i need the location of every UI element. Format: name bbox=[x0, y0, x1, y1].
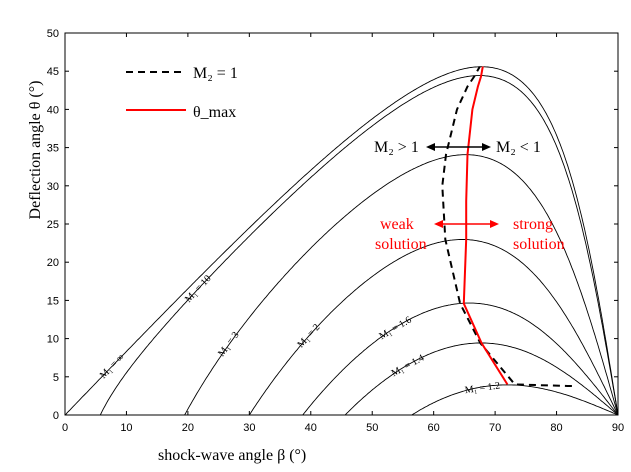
y-tick-label: 0 bbox=[53, 410, 59, 422]
x-tick-label: 0 bbox=[62, 422, 68, 434]
x-tick-label: 40 bbox=[305, 422, 317, 434]
x-tick-label: 60 bbox=[428, 422, 440, 434]
legend-label-theta-max: θ_max bbox=[193, 104, 236, 121]
y-ticks: 0 5 10 15 20 25 30 35 40 45 50 bbox=[47, 28, 618, 422]
y-tick-label: 25 bbox=[47, 219, 59, 231]
mach-curve bbox=[302, 302, 618, 416]
x-axis-label: shock-wave angle β (°) bbox=[158, 447, 306, 464]
x-tick-label: 20 bbox=[182, 422, 194, 434]
curve-labels: M₁ = 1.2 M₁ = 1.4 M₁ = 1.6 M₁ = 2 M₁ = 3 M₁ =… bbox=[98, 273, 501, 396]
annotations: M₂ > 1 M₂ < 1 weak solution strong solut… bbox=[374, 139, 565, 253]
annotation-m2-greater: M₂ > 1 bbox=[374, 139, 419, 156]
annotation-weak: weak bbox=[380, 216, 414, 233]
y-tick-label: 50 bbox=[47, 28, 59, 40]
curve-label: M₁ = 1.2 bbox=[464, 380, 501, 396]
curve-label: M₁ = ∞ bbox=[98, 352, 127, 381]
x-tick-label: 10 bbox=[120, 422, 132, 434]
y-tick-label: 20 bbox=[47, 257, 59, 269]
arrow-weak-head bbox=[434, 220, 443, 228]
y-tick-label: 10 bbox=[47, 334, 59, 346]
annotation-strong-solution: solution bbox=[513, 236, 565, 253]
x-ticks: 0 10 20 30 40 50 60 70 80 90 bbox=[62, 33, 624, 434]
mach-curve bbox=[184, 154, 619, 416]
y-axis-label: Deflection angle θ (°) bbox=[27, 81, 44, 220]
mach-curve bbox=[65, 66, 618, 416]
annotation-weak-solution: solution bbox=[375, 236, 427, 253]
sonic-line bbox=[441, 66, 572, 387]
x-tick-label: 90 bbox=[612, 422, 624, 434]
y-tick-label: 35 bbox=[47, 143, 59, 155]
x-tick-label: 50 bbox=[366, 422, 378, 434]
x-tick-label: 30 bbox=[243, 422, 255, 434]
mach-curve bbox=[248, 239, 619, 416]
legend-label-sonic: M₂ = 1 bbox=[193, 65, 238, 82]
mach-curve bbox=[344, 342, 618, 416]
mach-curve bbox=[411, 384, 618, 416]
y-tick-label: 15 bbox=[47, 295, 59, 307]
x-tick-label: 70 bbox=[489, 422, 501, 434]
mach-curve bbox=[99, 75, 619, 416]
x-tick-label: 80 bbox=[550, 422, 562, 434]
arrow-right-head bbox=[482, 143, 491, 151]
curve-label: M₁ = 1.6 bbox=[377, 315, 413, 343]
y-tick-label: 5 bbox=[53, 372, 59, 384]
arrow-left-head bbox=[426, 143, 435, 151]
y-tick-label: 45 bbox=[47, 66, 59, 78]
legend: M₂ = 1 θ_max bbox=[126, 65, 238, 121]
annotation-strong: strong bbox=[513, 216, 553, 233]
y-tick-label: 40 bbox=[47, 104, 59, 116]
curve-label: M₁ = 2 bbox=[295, 322, 322, 350]
arrow-strong-head bbox=[490, 220, 499, 228]
y-tick-label: 30 bbox=[47, 181, 59, 193]
theta-max-line bbox=[462, 66, 509, 385]
curve-label: M₁ = 1.4 bbox=[390, 353, 426, 380]
curve-label: M₁ = 3 bbox=[216, 330, 241, 359]
annotation-m2-less: M₂ < 1 bbox=[496, 139, 541, 156]
